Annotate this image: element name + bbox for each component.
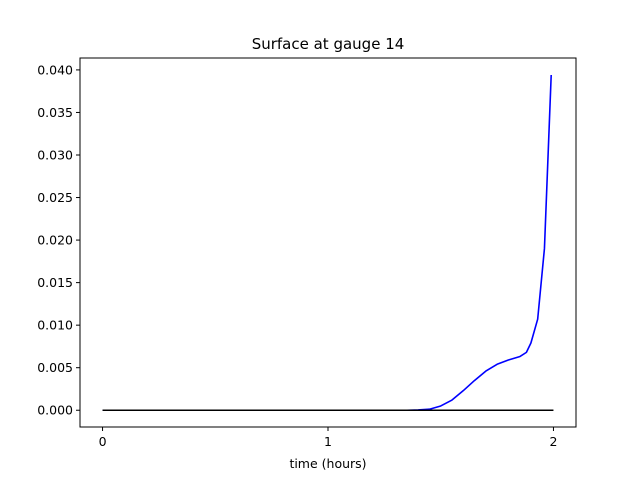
- plot-layer: [102, 74, 554, 412]
- y-tick-label: 0.005: [37, 360, 73, 375]
- tick-layer: 0 1 2 0.000 0.005 0.010 0.015 0.020 0.025 0.030 0.…: [37, 62, 557, 449]
- y-tick-label: 0.015: [37, 275, 73, 290]
- y-tick-label: 0.030: [37, 147, 73, 162]
- chart-title: Surface at gauge 14: [252, 35, 405, 53]
- y-tick-label: 0.010: [37, 318, 73, 333]
- y-tick-label: 0.035: [37, 105, 73, 120]
- axes-frame: [79, 57, 577, 428]
- x-axis-label: time (hours): [289, 456, 366, 471]
- y-tick-label: 0.040: [37, 62, 73, 77]
- x-tick-label: 2: [549, 434, 557, 449]
- y-tick-label: 0.025: [37, 190, 73, 205]
- x-tick-label: 0: [99, 434, 107, 449]
- series-line-0: [102, 74, 552, 412]
- x-tick-label: 1: [324, 434, 332, 449]
- y-tick-label: 0.020: [37, 233, 73, 248]
- y-tick-label: 0.000: [37, 403, 73, 418]
